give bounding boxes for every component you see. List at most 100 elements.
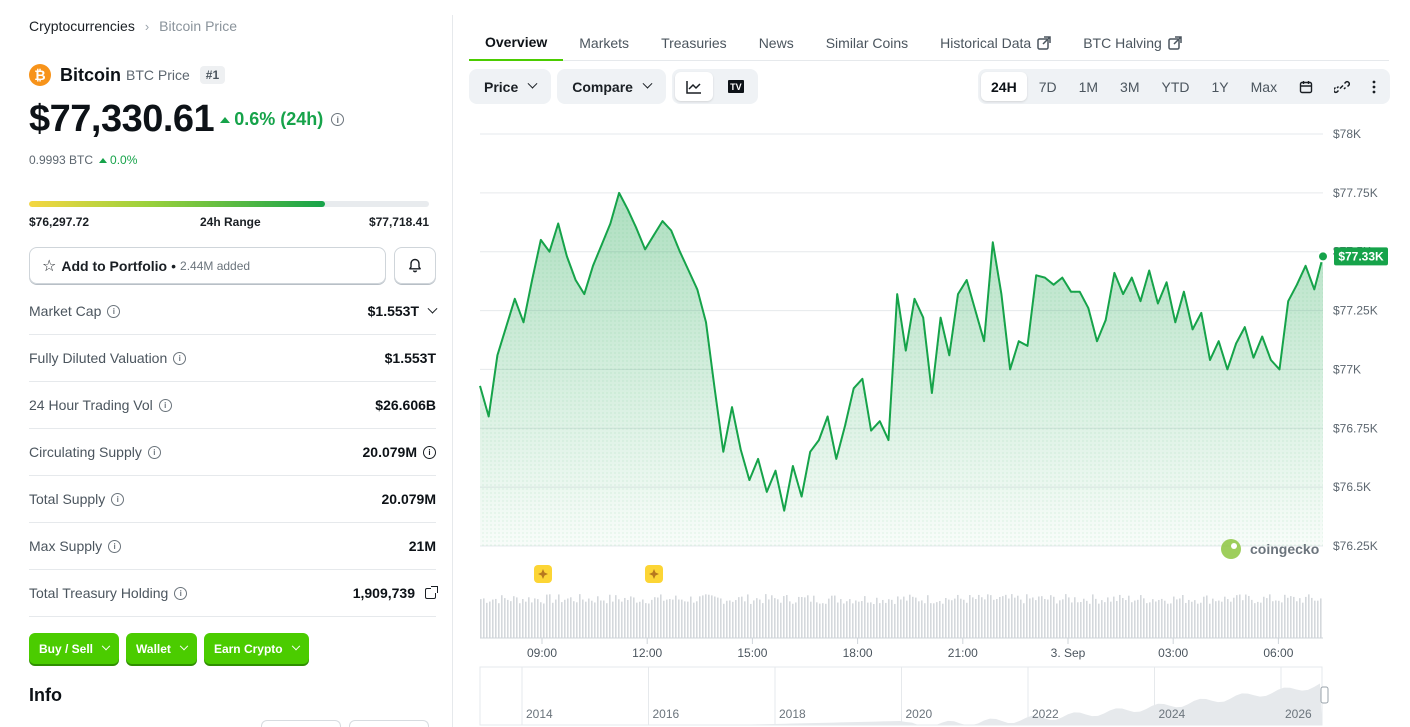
- volume-bar: [840, 599, 842, 638]
- x-tick-label: 12:00: [632, 646, 662, 660]
- volume-bar: [819, 603, 821, 638]
- tab-historical-data[interactable]: Historical Data: [924, 24, 1067, 61]
- navigator-area: [480, 683, 1322, 725]
- volume-bar: [1116, 600, 1118, 638]
- info-icon[interactable]: i: [173, 351, 187, 365]
- earn-crypto-button[interactable]: Earn Crypto: [203, 633, 309, 664]
- volume-bar: [651, 599, 653, 638]
- volume-bar: [771, 595, 773, 638]
- volume-bar: [585, 601, 587, 638]
- volume-bar: [912, 596, 914, 638]
- treasury-link[interactable]: 1,909,739: [353, 585, 438, 601]
- volume-bar: [717, 597, 719, 638]
- volume-bar: [726, 600, 728, 638]
- volume-bar: [1035, 600, 1037, 638]
- navigator-tick-label: 2014: [526, 707, 553, 721]
- volume-bar: [1263, 596, 1265, 638]
- volume-bar: [1173, 596, 1175, 638]
- volume-bar: [1053, 596, 1055, 638]
- event-marker[interactable]: [534, 565, 552, 583]
- volume-bar: [603, 600, 605, 638]
- volume-bar: [627, 599, 629, 638]
- line-chart-button[interactable]: [674, 72, 713, 101]
- info-icon[interactable]: i: [423, 445, 436, 459]
- volume-bar: [1014, 597, 1016, 638]
- tab-markets[interactable]: Markets: [563, 24, 645, 61]
- stat-label: Circulating Supply: [29, 444, 142, 460]
- volume-bar: [894, 603, 896, 638]
- tradingview-button[interactable]: TV: [717, 72, 755, 101]
- info-pill[interactable]: [349, 720, 429, 727]
- volume-bar: [699, 596, 701, 638]
- volume-bar: [996, 599, 998, 638]
- volume-bar: [1170, 603, 1172, 638]
- chevron-right-icon: ›: [144, 18, 150, 34]
- price-alert-button[interactable]: [394, 247, 436, 284]
- volume-bar: [1038, 596, 1040, 638]
- volume-bar: [618, 599, 620, 638]
- volume-bar: [480, 599, 482, 638]
- range-3m[interactable]: 3M: [1120, 78, 1140, 95]
- x-tick-label: 18:00: [843, 646, 873, 660]
- navigator-tick-label: 2026: [1285, 707, 1312, 721]
- chevron-down-icon: [101, 641, 111, 650]
- volume-bar: [1110, 601, 1112, 638]
- compare-dropdown[interactable]: Compare: [557, 69, 666, 104]
- event-marker[interactable]: [645, 565, 663, 583]
- tab-treasuries[interactable]: Treasuries: [645, 24, 743, 61]
- stat-fdv: Fully Diluted Valuation i $1.553T: [29, 335, 436, 382]
- range-bar-fill: [29, 201, 325, 207]
- tab-btc-halving[interactable]: BTC Halving: [1067, 24, 1198, 61]
- market-cap-toggle[interactable]: $1.553T: [368, 303, 438, 319]
- volume-bar: [576, 602, 578, 638]
- more-options-button[interactable]: [1361, 72, 1387, 101]
- action-buttons: Buy / Sell Wallet Earn Crypto: [29, 633, 309, 664]
- volume-bar: [753, 600, 755, 638]
- volume-bar: [714, 596, 716, 638]
- stat-value: 21M: [408, 538, 436, 554]
- tab-label: BTC Halving: [1083, 34, 1162, 51]
- info-pill[interactable]: [261, 720, 341, 727]
- buy-sell-button[interactable]: Buy / Sell: [29, 633, 120, 664]
- price-dropdown[interactable]: Price: [469, 69, 552, 104]
- range-ytd[interactable]: YTD: [1161, 78, 1190, 95]
- navigator-handle[interactable]: [1320, 686, 1329, 704]
- volume-bar: [636, 602, 638, 638]
- wallet-button[interactable]: Wallet: [126, 633, 197, 664]
- volume-bar: [1098, 603, 1100, 638]
- info-icon[interactable]: i: [107, 304, 121, 318]
- info-icon[interactable]: i: [174, 586, 188, 600]
- volume-bars: [480, 594, 1323, 639]
- chart-type-toggle: TV: [671, 69, 758, 104]
- rank-badge: #1: [199, 66, 226, 84]
- range-max[interactable]: Max: [1250, 78, 1278, 95]
- info-icon[interactable]: i: [158, 398, 172, 412]
- info-icon[interactable]: i: [147, 445, 161, 459]
- range-1m[interactable]: 1M: [1078, 78, 1099, 95]
- volume-bar: [861, 601, 863, 638]
- overview-navigator[interactable]: [479, 666, 1329, 726]
- info-icon[interactable]: i: [108, 539, 122, 553]
- volume-bar: [1224, 596, 1226, 638]
- range-7d[interactable]: 7D: [1038, 78, 1057, 95]
- tab-overview[interactable]: Overview: [469, 24, 564, 61]
- volume-bar: [741, 596, 743, 638]
- share-link-button[interactable]: [1325, 72, 1359, 101]
- breadcrumb-root[interactable]: Cryptocurrencies: [29, 18, 135, 34]
- info-icon[interactable]: i: [111, 492, 125, 506]
- range-1y[interactable]: 1Y: [1211, 78, 1229, 95]
- date-range-button[interactable]: [1289, 72, 1323, 101]
- price-chart[interactable]: $78K$77.75K$77.5K$77.25K$77K$76.75K$76.5…: [478, 120, 1388, 727]
- volume-bar: [873, 603, 875, 638]
- volume-bar: [1281, 602, 1283, 638]
- coin-tabs: Overview Markets Treasuries News Similar…: [469, 24, 1389, 61]
- volume-bar: [483, 598, 485, 638]
- add-to-portfolio-button[interactable]: ☆ Add to Portfolio • 2.44M added: [29, 247, 386, 284]
- volume-bar: [969, 595, 971, 638]
- volume-bar: [543, 603, 545, 638]
- range-24h[interactable]: 24H: [981, 72, 1027, 101]
- info-icon[interactable]: i: [331, 113, 345, 126]
- price-usd: $77,330.61: [29, 98, 215, 140]
- tab-news[interactable]: News: [743, 24, 810, 61]
- tab-similar-coins[interactable]: Similar Coins: [810, 24, 924, 61]
